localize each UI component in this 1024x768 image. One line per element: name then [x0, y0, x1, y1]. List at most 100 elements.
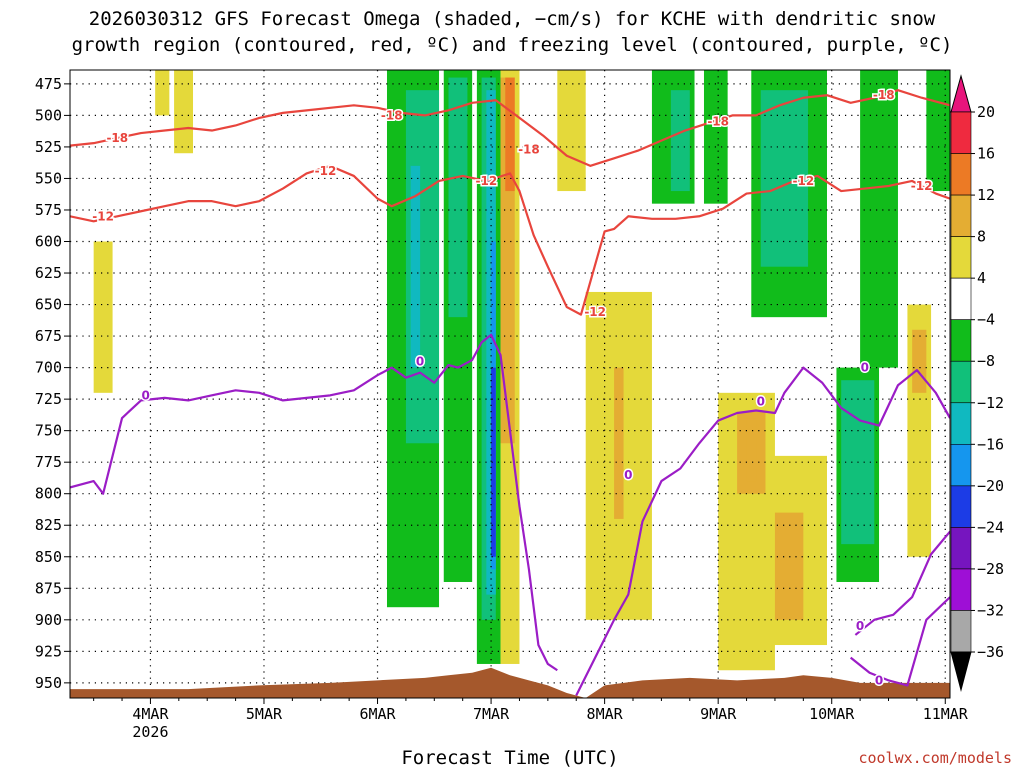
colorbar-swatch-12 — [950, 610, 972, 653]
y-axis: 475 500 525 550 575 600 625 650 675 700 725 750 775 8… — [35, 75, 70, 692]
omega-band-28 — [860, 70, 898, 368]
colorbar-label-11: −28 — [977, 560, 1004, 578]
colorbar-label-10: −24 — [977, 518, 1004, 536]
y-tick-label-775: 775 — [35, 453, 62, 471]
y-tick-label-875: 875 — [35, 579, 62, 597]
omega-band-32 — [93, 241, 113, 393]
colorbar-swatch-1 — [950, 153, 972, 196]
contour-label-0-2-1: 0 — [416, 354, 424, 368]
colorbar-top-arrow — [950, 74, 972, 113]
x-axis-label: Forecast Time (UTC) — [401, 747, 618, 768]
colorbar-swatch-9 — [950, 485, 972, 528]
omega-band-17 — [670, 90, 690, 192]
contour-line-0-5 — [849, 596, 950, 687]
x-tick-label-8MAR: 8MAR — [587, 705, 624, 723]
y-tick-label-750: 750 — [35, 422, 62, 440]
colorbar-label-9: −20 — [977, 477, 1004, 495]
contour-labels: -18 -18 -18 -18 -18 -12 -12 -12 -12 -12 -12 0 0 0 0 0 0 0 — [91, 87, 934, 689]
terrain — [70, 667, 950, 698]
omega-band-12 — [505, 77, 515, 192]
omega-band-2 — [410, 165, 421, 368]
omega-band-4 — [448, 77, 468, 318]
colorbar-label-12: −32 — [977, 601, 1004, 619]
y-tick-label-950: 950 — [35, 674, 62, 692]
contour-label--18-0-1: -18 — [381, 108, 403, 122]
omega-band-23 — [774, 512, 804, 620]
y-tick-label-600: 600 — [35, 233, 62, 251]
contour-line--12-1 — [70, 164, 950, 316]
contour-label-0-2-0: 0 — [142, 388, 150, 402]
colorbar: 20 16 12 8 4 −4 −8 −12 −16 −20 −24 −28 −32 −36 — [950, 74, 1004, 692]
omega-band-18 — [703, 70, 728, 204]
colorbar-swatch-10 — [950, 527, 972, 570]
colorbar-label-2: 12 — [977, 186, 995, 204]
colorbar-label-13: −36 — [977, 643, 1004, 661]
y-tick-label-500: 500 — [35, 106, 62, 124]
plot-area: -18 -18 -18 -18 -18 -12 -12 -12 -12 -12 -12 0 0 0 0 0 0 0 — [70, 70, 950, 698]
y-tick-label-800: 800 — [35, 485, 62, 503]
chart-title-line2: growth region (contoured, red, ºC) and f… — [72, 34, 953, 56]
contour-line-0-3 — [575, 366, 950, 696]
y-tick-label-700: 700 — [35, 359, 62, 377]
colorbar-label-3: 8 — [977, 228, 986, 246]
x-tick-label-9MAR: 9MAR — [700, 705, 737, 723]
y-tick-label-650: 650 — [35, 296, 62, 314]
y-tick-label-925: 925 — [35, 642, 62, 660]
contour-label--12-1-4: -12 — [792, 174, 814, 188]
contour-label--12-1-5: -12 — [911, 179, 933, 193]
contour-label-0-3-0: 0 — [624, 468, 632, 482]
y-tick-label-625: 625 — [35, 264, 62, 282]
colorbar-swatch-3 — [950, 236, 972, 279]
y-tick-label-725: 725 — [35, 390, 62, 408]
contour-line--18-0 — [70, 89, 950, 167]
contour-lines — [70, 89, 950, 696]
contour-label--12-1-2: -12 — [476, 174, 498, 188]
y-tick-label-675: 675 — [35, 327, 62, 345]
colorbar-label-6: −8 — [977, 352, 995, 370]
omega-band-34 — [174, 70, 194, 154]
contour-label--18-0-3: -18 — [707, 115, 729, 129]
colorbar-label-5: −4 — [977, 311, 995, 329]
omega-band-21 — [746, 418, 757, 482]
colorbar-label-1: 16 — [977, 145, 995, 163]
y-tick-label-825: 825 — [35, 516, 62, 534]
contour-label-0-4-0: 0 — [856, 619, 864, 633]
x-tick-label-7MAR: 7MAR — [473, 705, 510, 723]
omega-shading — [93, 70, 950, 671]
contour-label-0-3-2: 0 — [861, 361, 869, 375]
omega-band-31 — [926, 70, 950, 192]
colorbar-label-4: 4 — [977, 269, 986, 287]
y-tick-label-850: 850 — [35, 548, 62, 566]
colorbar-label-0: 20 — [977, 103, 995, 121]
plot-frame — [69, 69, 951, 699]
y-tick-label-525: 525 — [35, 138, 62, 156]
colorbar-swatch-7 — [950, 402, 972, 445]
x-tick-sublabel-4MAR: 2026 — [132, 723, 168, 741]
x-tick-label-10MAR: 10MAR — [809, 705, 855, 723]
colorbar-swatch-4 — [950, 277, 972, 320]
omega-band-33 — [155, 70, 170, 116]
x-tick-label-5MAR: 5MAR — [246, 705, 283, 723]
y-tick-label-550: 550 — [35, 169, 62, 187]
contour-label--18-0-2: -18 — [518, 142, 540, 156]
contour-label--18-0-0: -18 — [106, 131, 128, 145]
omega-band-9 — [491, 367, 496, 557]
colorbar-label-8: −16 — [977, 435, 1004, 453]
contour-label-0-4-1: 0 — [875, 673, 883, 687]
omega-band-15 — [614, 367, 624, 519]
colorbar-swatch-6 — [950, 360, 972, 404]
omega-band-30 — [912, 329, 927, 393]
colorbar-swatch-11 — [950, 568, 972, 611]
contour-label-0-3-1: 0 — [757, 395, 765, 409]
colorbar-swatch-5 — [950, 319, 972, 362]
contour-label--12-1-3: -12 — [584, 305, 606, 319]
y-tick-label-475: 475 — [35, 75, 62, 93]
contour-label--12-1-0: -12 — [92, 209, 114, 223]
contour-line-0-2 — [70, 333, 558, 672]
colorbar-bottom-arrow — [950, 651, 972, 692]
colorbar-label-7: −12 — [977, 394, 1004, 412]
colorbar-swatch-0 — [950, 111, 972, 154]
contour-label--12-1-1: -12 — [315, 164, 337, 178]
x-tick-label-6MAR: 6MAR — [359, 705, 396, 723]
